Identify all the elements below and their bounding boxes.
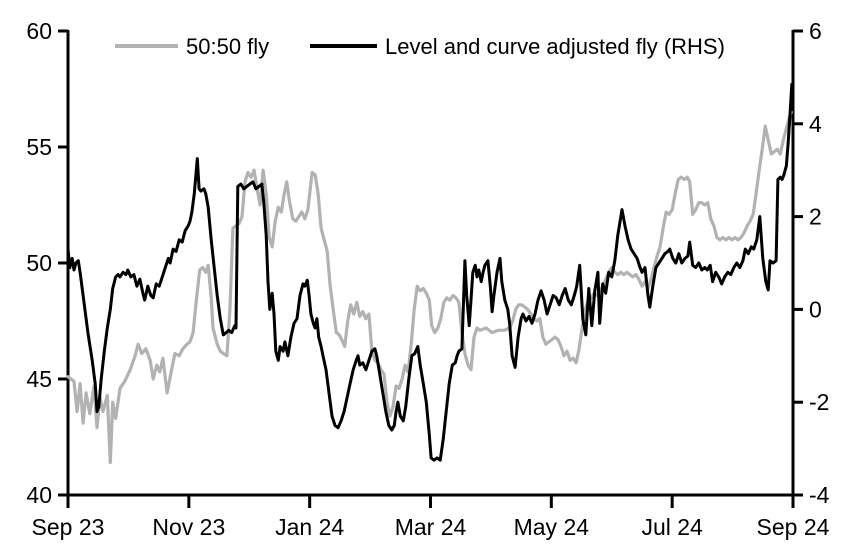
y-axis-left-tick-label: 60 [26,18,52,44]
y-axis-right-tick-label: 2 [809,204,822,230]
x-axis-tick-label: Jul 24 [641,514,703,540]
y-axis-left-tick-label: 50 [26,250,52,276]
x-axis-tick-label: Nov 23 [152,514,225,540]
axes: 40 45 50 55 60 -4 -2 0 2 4 6 Sep 23 Nov 23 Jan 24 Mar … [26,18,829,540]
legend-label: Level and curve adjusted fly (RHS) [385,34,725,59]
x-axis-tick-label: May 24 [514,514,590,540]
y-axis-right-tick-label: 6 [809,18,822,44]
y-axis-right-tick-label: -4 [809,482,830,508]
x-axis-tick-label: Sep 24 [757,514,830,540]
chart-legend: 50:50 fly Level and curve adjusted fly (R… [115,34,725,59]
x-axis-tick-label: Mar 24 [395,514,467,540]
legend-label: 50:50 fly [186,34,269,59]
series-line-level-and-curve-adjusted-fly-rhs [66,82,795,462]
y-axis-right-tick-label: 4 [809,111,822,137]
series-line-50-50-fly [66,110,793,465]
x-axis-tick-label: Jan 24 [275,514,344,540]
y-axis-right-tick-label: 0 [809,296,822,322]
y-axis-right-tick-label: -2 [809,389,829,415]
y-axis-left-tick-label: 45 [26,366,52,392]
x-axis-tick-label: Sep 23 [32,514,105,540]
y-axis-left-tick-label: 55 [26,134,52,160]
y-axis-left-tick-label: 40 [26,482,52,508]
series-lines [66,82,795,465]
